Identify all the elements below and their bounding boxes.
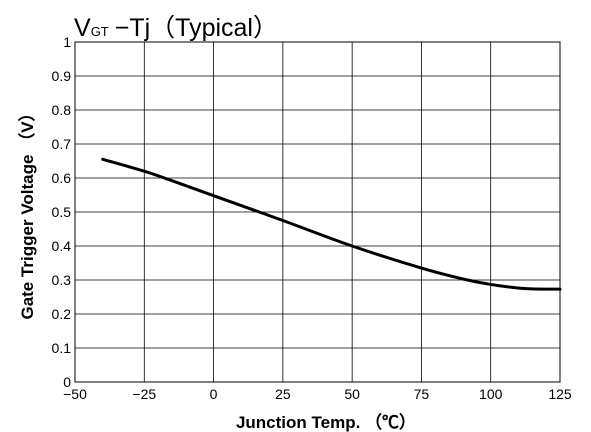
title-symbol: V bbox=[74, 14, 91, 42]
x-tick-label: 75 bbox=[414, 386, 430, 402]
y-tick-label: 0.7 bbox=[52, 136, 72, 152]
x-tick-label: 0 bbox=[210, 386, 218, 402]
x-tick-label: 25 bbox=[275, 386, 291, 402]
y-axis-title: Gate Trigger Voltage （V） bbox=[17, 104, 37, 319]
y-tick-label: 0.8 bbox=[52, 102, 72, 118]
x-tick-label: 125 bbox=[548, 386, 572, 402]
y-tick-labels: 0 0.1 0.2 0.3 0.4 0.5 0.6 0.7 0.8 0.9 1 bbox=[52, 34, 72, 390]
y-tick-label: 0.5 bbox=[52, 204, 72, 220]
y-tick-label: 0.2 bbox=[52, 306, 72, 322]
y-tick-label: 0 bbox=[63, 374, 71, 390]
x-tick-label: 50 bbox=[344, 386, 360, 402]
series-line bbox=[101, 157, 562, 291]
y-tick-label: 0.6 bbox=[52, 170, 72, 186]
grid bbox=[74, 41, 561, 383]
x-tick-label: −50 bbox=[63, 386, 87, 402]
data-layer bbox=[101, 157, 562, 291]
y-tick-label: 1 bbox=[63, 34, 71, 50]
x-tick-label: 100 bbox=[479, 386, 503, 402]
y-tick-label: 0.1 bbox=[52, 340, 72, 356]
title-symbol-subscript: GT bbox=[91, 24, 109, 39]
title-rest: −Tj（Typical） bbox=[115, 14, 278, 42]
chart-title: VGT −Tj（Typical） bbox=[74, 14, 278, 42]
x-tick-labels: −50 −25 0 25 50 75 100 125 bbox=[63, 386, 572, 402]
plot-frame bbox=[74, 41, 561, 383]
y-tick-label: 0.4 bbox=[52, 238, 72, 254]
y-tick-label: 0.9 bbox=[52, 68, 72, 84]
x-tick-label: −25 bbox=[132, 386, 156, 402]
y-tick-label: 0.3 bbox=[52, 272, 72, 288]
x-axis-title: Junction Temp. （℃） bbox=[236, 412, 416, 432]
